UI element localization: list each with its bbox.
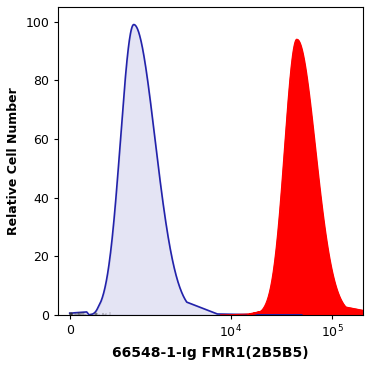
Y-axis label: Relative Cell Number: Relative Cell Number: [7, 87, 20, 235]
X-axis label: 66548-1-Ig FMR1(2B5B5): 66548-1-Ig FMR1(2B5B5): [112, 346, 309, 360]
